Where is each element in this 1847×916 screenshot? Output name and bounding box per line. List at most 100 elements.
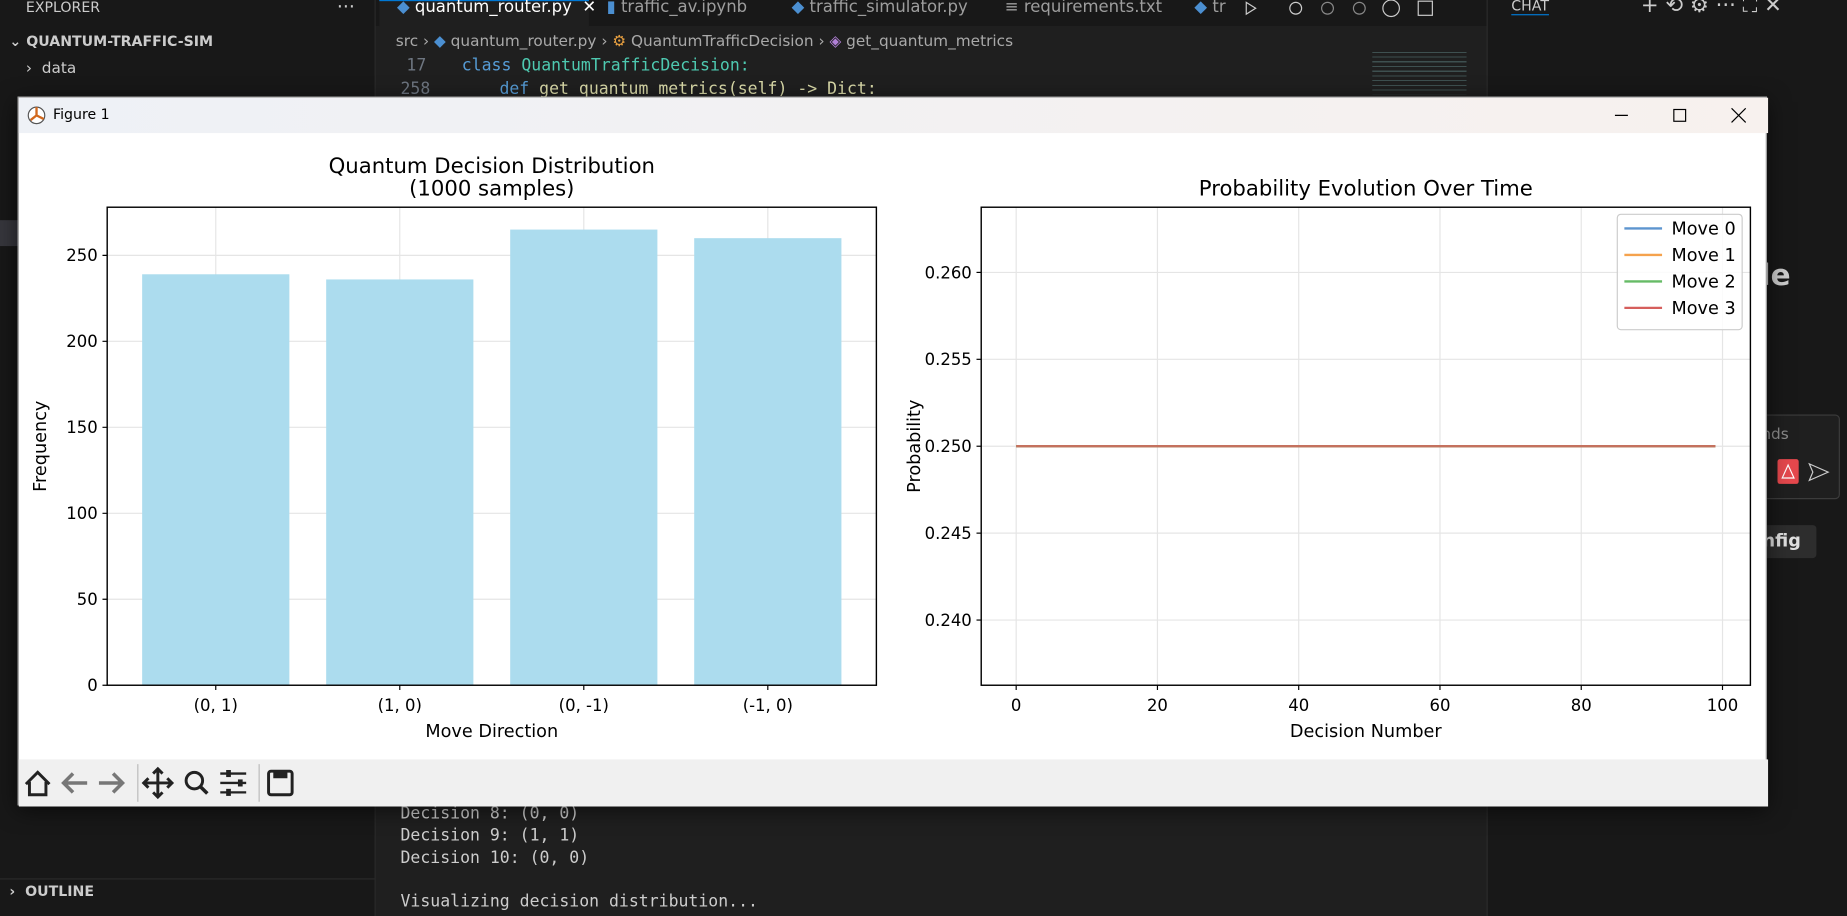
y-tick-label: 250 — [66, 246, 97, 265]
y-tick-label: 0.250 — [925, 437, 972, 456]
method-icon: ◈ — [829, 32, 842, 51]
tab-active[interactable] — [379, 0, 589, 28]
bar — [142, 274, 290, 686]
tab-label: traffic_av.ipynb — [620, 0, 748, 17]
class-icon: ⚙ — [612, 32, 627, 51]
terminal-line: Decision 9: (1, 1) — [400, 826, 580, 846]
x-tick-label: 100 — [1707, 696, 1738, 715]
chat-input-icons — [1777, 459, 1830, 484]
action-icon[interactable] — [1289, 1, 1303, 15]
slider — [226, 788, 231, 796]
explorer-more[interactable]: ··· — [336, 0, 355, 18]
crumb[interactable]: src — [395, 32, 419, 51]
x-tick-label: (-1, 0) — [743, 696, 793, 715]
terminal-line: Decision 8: (0, 0) — [400, 804, 580, 823]
outline-title: OUTLINE — [25, 883, 94, 900]
tab[interactable]: ▮ traffic_av.ipynb — [607, 0, 747, 16]
tab-label: traffic_simulator.py — [809, 0, 968, 17]
y-tick-label: 150 — [66, 418, 97, 437]
chevron: › — [9, 883, 26, 900]
legend-label: Move 1 — [1671, 246, 1735, 266]
line-number: 17 — [406, 56, 427, 76]
legend-label: Move 2 — [1671, 272, 1735, 292]
folder-item[interactable]: › data — [26, 60, 76, 78]
x-tick-label: 20 — [1147, 696, 1168, 715]
slider — [226, 770, 231, 778]
toolbar — [18, 759, 1769, 807]
home-button[interactable] — [24, 770, 51, 797]
zoom-handle — [198, 785, 209, 795]
chevron: › — [25, 60, 42, 78]
save-detail — [273, 771, 288, 779]
legend-box — [1616, 213, 1743, 331]
close[interactable] — [1731, 107, 1747, 123]
app-icon — [27, 106, 46, 125]
py-icon: ◆ — [791, 0, 810, 17]
explorer-title: EXPLORER — [25, 0, 101, 16]
action-icon[interactable] — [1382, 0, 1400, 18]
code-line: def get_quantum_metrics(self) -> Dict: — [499, 80, 876, 99]
back-button[interactable] — [61, 772, 88, 794]
legend: Move 0 Move 1 Move 2 Move 3 — [1616, 213, 1743, 331]
crumb[interactable]: get_quantum_metrics — [846, 32, 1014, 51]
breadcrumb: src › ◆ quantum_router.py › ⚙ QuantumTra… — [395, 32, 1014, 51]
maximize[interactable] — [1673, 108, 1687, 122]
send-icon[interactable] — [1808, 462, 1830, 482]
nb-icon: ▮ — [606, 0, 621, 17]
line-number: 258 — [400, 80, 431, 99]
pan-button[interactable] — [141, 766, 175, 800]
project-folder[interactable]: ⌄ QUANTUM-TRAFFIC-SIM — [9, 33, 213, 49]
axes-frame — [106, 206, 878, 686]
project-name: QUANTUM-TRAFFIC-SIM — [26, 32, 214, 50]
code-line: class QuantumTrafficDecision: — [462, 57, 750, 76]
outline-section[interactable]: › OUTLINE — [9, 883, 94, 899]
y-tick-label: 0.260 — [925, 263, 972, 282]
y-axis-label: Probability — [905, 400, 925, 493]
tab-close[interactable]: ✕ — [571, 0, 597, 17]
tab[interactable]: ◆ tr — [1194, 0, 1225, 16]
zoom-button[interactable] — [184, 770, 205, 791]
x-tick-label: 60 — [1429, 696, 1450, 715]
bar — [510, 229, 658, 686]
chat-actions[interactable]: + ⟲ ⚙ ··· ⛶ ✕ — [1640, 0, 1782, 18]
window-controls — [1614, 107, 1747, 123]
keyword: def — [499, 80, 530, 99]
axes-frame — [980, 206, 1752, 686]
split-button[interactable] — [1417, 0, 1433, 16]
x-tick-label: 80 — [1571, 696, 1592, 715]
crumb[interactable]: QuantumTrafficDecision — [630, 32, 814, 51]
slider — [237, 779, 243, 787]
toolbar-icons — [24, 764, 294, 802]
tab[interactable]: ≡ requirements.txt — [1005, 0, 1162, 16]
crumb[interactable]: quantum_router.py — [450, 32, 597, 51]
y-tick-label: 0.255 — [925, 350, 972, 369]
chat-title[interactable]: CHAT — [1511, 0, 1549, 16]
bar — [694, 238, 842, 686]
warning-glyph — [1781, 463, 1795, 479]
tab-label: requirements.txt — [1023, 0, 1163, 17]
keyword: class — [461, 56, 512, 76]
legend-label: Move 0 — [1671, 219, 1735, 239]
action-icon[interactable] — [1352, 1, 1366, 15]
chevron: ⌄ — [9, 32, 27, 50]
x-axis-label: Move Direction — [425, 722, 558, 742]
editor-actions — [1245, 0, 1433, 18]
tab[interactable]: ◆ traffic_simulator.py — [792, 0, 968, 16]
x-tick-label: (0, -1) — [559, 696, 609, 715]
warning-icon[interactable] — [1777, 459, 1799, 484]
forward-button[interactable] — [98, 772, 126, 794]
y-tick-label: 0.240 — [925, 611, 972, 630]
x-axis-label: Decision Number — [1290, 722, 1442, 742]
y-tick-label: 0.245 — [925, 524, 972, 543]
py-icon: ◆ — [434, 32, 446, 51]
minimap — [1372, 51, 1467, 95]
y-tick-label: 100 — [66, 504, 97, 523]
run-button[interactable] — [1245, 1, 1257, 16]
action-icon[interactable] — [1321, 1, 1335, 15]
x-tick-label: (1, 0) — [378, 696, 422, 715]
chart-title: Probability Evolution Over Time — [1198, 176, 1533, 202]
tab[interactable]: ◆ quantum_router.py ✕ — [397, 0, 596, 16]
x-tick-label: (0, 1) — [194, 696, 238, 715]
